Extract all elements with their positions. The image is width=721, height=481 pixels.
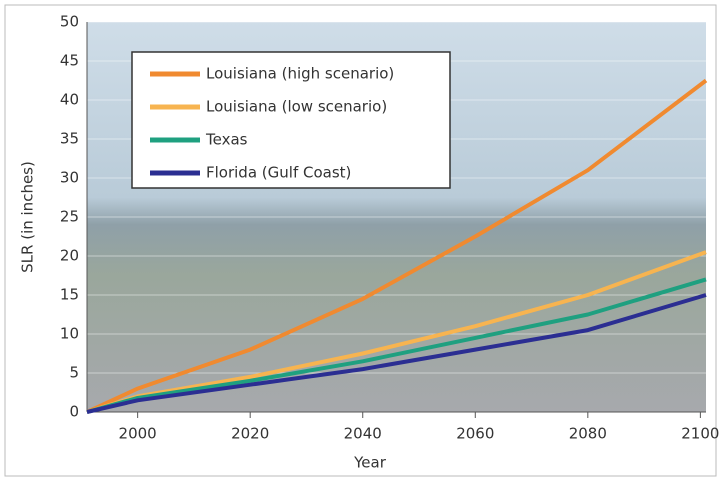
legend-label: Texas <box>205 131 248 149</box>
x-tick-label: 2020 <box>231 425 269 443</box>
legend-label: Louisiana (low scenario) <box>206 98 387 116</box>
y-tick-label: 20 <box>60 247 79 265</box>
y-tick-label: 50 <box>60 13 79 31</box>
y-tick-label: 0 <box>69 403 79 421</box>
x-tick-label: 2060 <box>456 425 494 443</box>
legend-label: Florida (Gulf Coast) <box>206 164 351 182</box>
series-line <box>86 277 707 414</box>
x-tick-label: 2100 <box>681 425 719 443</box>
series-line <box>86 78 708 414</box>
frame <box>4 4 717 477</box>
y-tick-label: 5 <box>69 364 79 382</box>
legend-label: Louisiana (high scenario) <box>206 65 394 83</box>
y-tick-label: 15 <box>60 286 79 304</box>
x-axis-label: Year <box>353 454 387 472</box>
y-tick-label: 35 <box>60 130 79 148</box>
y-axis-label: SLR (in inches) <box>19 161 37 273</box>
y-tick-label: 45 <box>60 52 79 70</box>
x-tick-label: 2000 <box>119 425 157 443</box>
y-tick-label: 40 <box>60 91 79 109</box>
y-tick-label: 10 <box>60 325 79 343</box>
y-tick-label: 30 <box>60 169 79 187</box>
x-tick-label: 2040 <box>344 425 382 443</box>
series-line <box>86 293 707 414</box>
y-tick-label: 25 <box>60 208 79 226</box>
x-tick-label: 2080 <box>569 425 607 443</box>
legend: Louisiana (high scenario) Louisiana (low … <box>131 51 451 189</box>
